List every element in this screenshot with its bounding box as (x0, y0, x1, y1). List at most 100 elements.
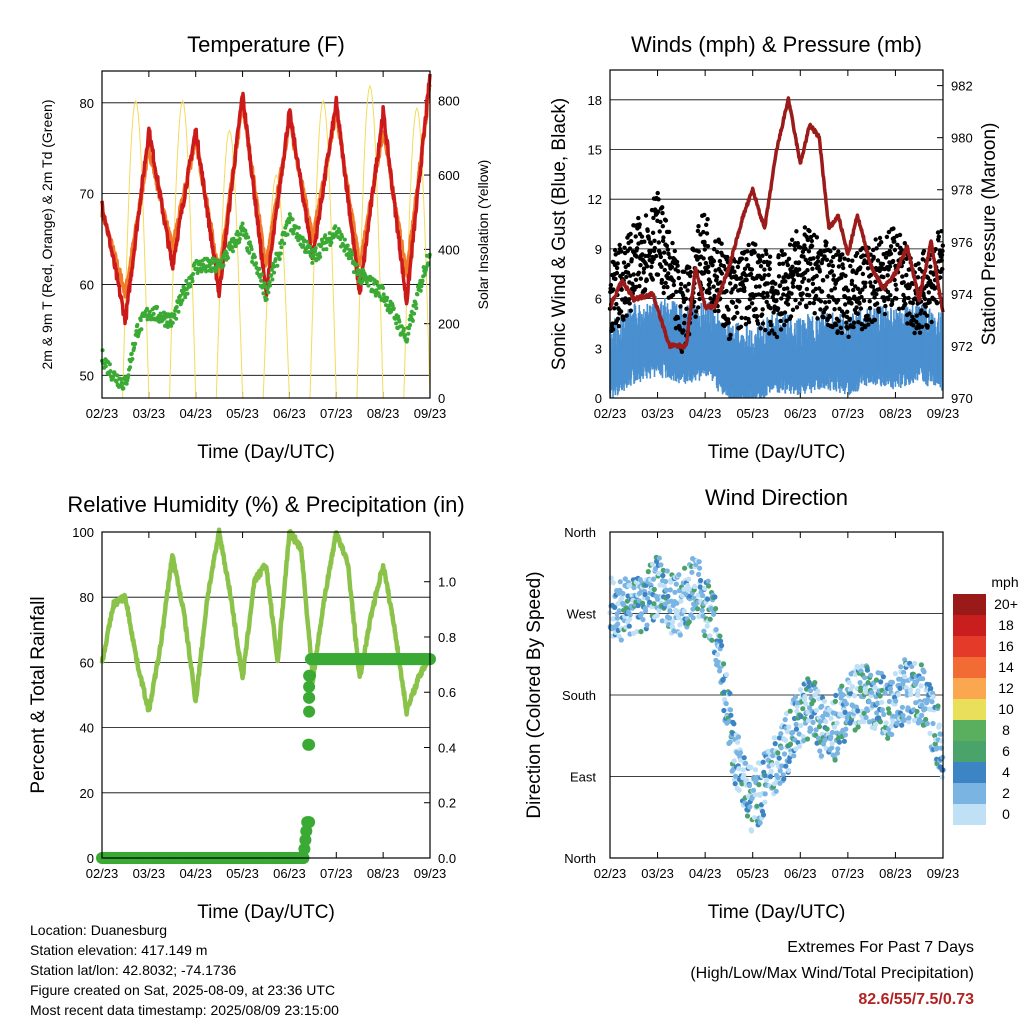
dewpoint-point (381, 286, 386, 290)
y-tick-label: 60 (80, 655, 94, 670)
gust-point (728, 281, 733, 286)
dewpoint-point (422, 272, 427, 277)
gust-point (760, 321, 766, 326)
gust-point (666, 251, 671, 256)
y-tick-label: West (567, 607, 597, 622)
wind-direction-point (783, 763, 789, 769)
rainfall-point (298, 843, 311, 855)
gust-point (753, 242, 758, 247)
gust-point (871, 247, 876, 253)
gust-point (818, 307, 823, 312)
wind-direction-point (673, 581, 679, 587)
wind-direction-point (625, 593, 631, 599)
gust-point (663, 280, 668, 286)
gust-point (807, 300, 812, 306)
gust-point (916, 261, 921, 266)
wind-direction-point (911, 717, 918, 724)
gust-point (829, 269, 834, 274)
gust-point (782, 310, 788, 315)
gust-point (644, 264, 650, 269)
gust-point (711, 284, 716, 289)
dewpoint-point (310, 260, 315, 265)
gust-point (706, 264, 711, 269)
wind-direction-point (715, 651, 721, 658)
wind-direction-point (771, 781, 778, 787)
gust-point (655, 190, 660, 196)
gust-point (743, 273, 749, 278)
gust-point (610, 321, 615, 326)
gust-point (666, 271, 671, 276)
gust-point (774, 298, 779, 303)
gust-point (811, 300, 816, 306)
gust-point (769, 328, 775, 333)
gust-point (872, 317, 878, 323)
gust-point (850, 268, 856, 273)
y-tick-label: 0 (595, 391, 602, 406)
gust-point (704, 231, 710, 236)
gust-point (883, 255, 889, 260)
wind-direction-point (869, 689, 875, 696)
gust-point (890, 258, 896, 264)
gust-point (831, 273, 836, 278)
wind-direction-point (713, 606, 719, 612)
dewpoint-point (396, 314, 401, 319)
gust-point (792, 247, 798, 252)
dewpoint-point (250, 259, 255, 264)
y-tick-label: East (570, 770, 596, 785)
wind-direction-point (719, 642, 725, 649)
x-tick-label: 03/23 (641, 406, 674, 421)
colorbar-swatch (953, 783, 986, 804)
wind-direction-point (880, 674, 887, 680)
gust-point (737, 299, 742, 304)
wind-direction-point (863, 714, 869, 721)
gust-point (859, 327, 865, 332)
gust-point (810, 266, 815, 271)
gust-point (818, 248, 823, 254)
gust-point (856, 320, 861, 325)
dewpoint-point (259, 278, 264, 283)
dewpoint-point (279, 238, 284, 243)
wind-direction-point (775, 774, 781, 781)
dewpoint-point (176, 309, 181, 314)
wind-direction-point (922, 706, 929, 712)
dewpoint-point (269, 273, 274, 278)
panel-3: Relative Humidity (%) & Precipitation (i… (28, 492, 465, 923)
colorbar-swatch (953, 804, 986, 825)
gust-point (800, 249, 806, 254)
gust-point (614, 270, 620, 276)
dewpoint-point (268, 283, 273, 288)
wind-direction-point (886, 698, 893, 705)
gust-point (858, 306, 864, 311)
gust-point (671, 282, 677, 288)
wind-direction-point (692, 583, 698, 590)
gust-point (827, 299, 832, 304)
gust-point (785, 302, 791, 307)
dewpoint-point (342, 237, 347, 242)
gust-point (670, 240, 675, 246)
wind-direction-point (907, 687, 914, 693)
gust-point (676, 275, 681, 281)
gust-point (704, 222, 709, 227)
dewpoint-point (266, 290, 271, 295)
gust-point (876, 309, 882, 314)
gust-point (836, 249, 841, 254)
wind-direction-point (934, 745, 940, 751)
dewpoint-point (345, 243, 350, 248)
wind-direction-point (622, 576, 628, 582)
wind-direction-point (635, 602, 641, 609)
wind-direction-point (707, 633, 713, 639)
gust-point (686, 281, 691, 287)
wind-direction-point (650, 561, 656, 567)
x-tick-label: 02/23 (86, 866, 119, 881)
gust-point (812, 311, 817, 316)
gust-point (706, 269, 711, 275)
gust-point (770, 285, 775, 290)
y-tick-label: 15 (588, 143, 602, 158)
gust-point (608, 282, 614, 288)
gust-point (779, 248, 784, 254)
wind-direction-point (843, 701, 850, 707)
wind-direction-point (711, 610, 717, 616)
dewpoint-point (259, 272, 264, 277)
gust-point (678, 286, 683, 292)
gust-point (888, 251, 894, 256)
